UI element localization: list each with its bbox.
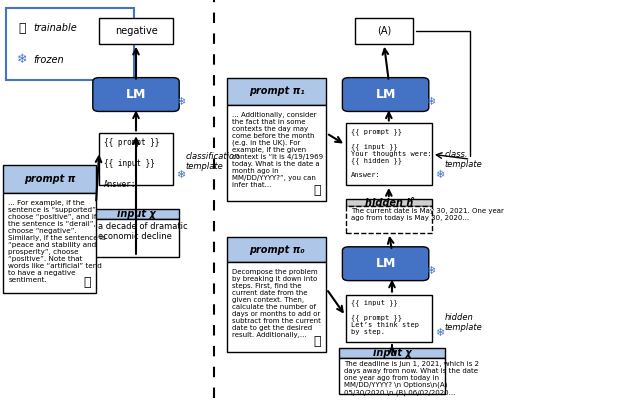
Text: trainable: trainable xyxy=(33,23,77,33)
Text: prompt π₀: prompt π₀ xyxy=(249,244,305,255)
Text: LM: LM xyxy=(126,88,146,101)
FancyBboxPatch shape xyxy=(346,295,432,342)
Text: ❄: ❄ xyxy=(176,170,186,180)
FancyBboxPatch shape xyxy=(227,262,326,352)
Text: (A): (A) xyxy=(377,26,391,36)
FancyBboxPatch shape xyxy=(346,123,432,185)
Text: The current date is May 30, 2021. One year
ago from today is May 30, 2020...: The current date is May 30, 2021. One ye… xyxy=(351,208,504,221)
Text: hidden
template: hidden template xyxy=(445,313,483,332)
Text: prompt π: prompt π xyxy=(24,174,76,184)
Text: ... Additionally, consider
the fact that in some
contexts the day may
come befor: ... Additionally, consider the fact that… xyxy=(232,112,323,188)
Text: input χ: input χ xyxy=(372,348,412,358)
Text: ❄: ❄ xyxy=(435,328,445,338)
FancyBboxPatch shape xyxy=(93,209,179,219)
FancyBboxPatch shape xyxy=(93,78,179,112)
FancyBboxPatch shape xyxy=(3,165,96,193)
Text: ❄: ❄ xyxy=(426,267,435,276)
FancyBboxPatch shape xyxy=(227,78,326,105)
FancyBboxPatch shape xyxy=(339,348,445,358)
Text: ❄: ❄ xyxy=(426,97,435,107)
FancyBboxPatch shape xyxy=(342,247,429,281)
FancyBboxPatch shape xyxy=(342,78,429,112)
Text: frozen: frozen xyxy=(33,55,64,65)
Text: 🔥: 🔥 xyxy=(314,184,321,197)
Text: 🔥: 🔥 xyxy=(314,335,321,348)
FancyBboxPatch shape xyxy=(227,105,326,201)
FancyBboxPatch shape xyxy=(355,18,413,44)
Text: {{ prompt }}

{{ input }}

Answer:: {{ prompt }} {{ input }} Answer: xyxy=(104,138,160,189)
Text: prompt π₁: prompt π₁ xyxy=(249,86,305,96)
Text: The deadline is Jun 1, 2021, which is 2
days away from now. What is the date
one: The deadline is Jun 1, 2021, which is 2 … xyxy=(344,361,479,396)
Text: 🔥: 🔥 xyxy=(83,276,91,288)
Text: classification
template: classification template xyxy=(186,152,240,171)
FancyBboxPatch shape xyxy=(93,219,179,257)
Text: Decompose the problem
by breaking it down into
steps. First, find the
current da: Decompose the problem by breaking it dow… xyxy=(232,269,321,338)
Text: a decade of dramatic
economic decline: a decade of dramatic economic decline xyxy=(98,222,188,242)
Text: ... For example, if the
sentence is “supported”,
choose “positive”, and if
the s: ... For example, if the sentence is “sup… xyxy=(8,200,106,283)
Text: ❄: ❄ xyxy=(176,97,186,107)
FancyBboxPatch shape xyxy=(6,8,134,80)
Text: ❄: ❄ xyxy=(17,53,28,66)
Text: LM: LM xyxy=(376,257,396,270)
Text: LM: LM xyxy=(376,88,396,101)
Text: {{ prompt }}

{{ input }}
Your thoughts were:
{{ hidden }}

Answer:: {{ prompt }} {{ input }} Your thoughts w… xyxy=(351,128,431,179)
Text: negative: negative xyxy=(115,26,157,36)
Text: 🔥: 🔥 xyxy=(19,21,26,34)
FancyBboxPatch shape xyxy=(3,193,96,292)
FancyBboxPatch shape xyxy=(346,199,432,206)
FancyBboxPatch shape xyxy=(99,18,173,44)
FancyBboxPatch shape xyxy=(346,206,432,233)
Text: ❄: ❄ xyxy=(435,170,445,180)
Text: {{ input }}

{{ prompt }}
Let’s think step
by step.: {{ input }} {{ prompt }} Let’s think ste… xyxy=(351,299,419,335)
FancyBboxPatch shape xyxy=(99,133,173,185)
Text: hidden ĥ: hidden ĥ xyxy=(365,198,413,208)
FancyBboxPatch shape xyxy=(227,237,326,262)
Text: class.
template: class. template xyxy=(445,149,483,169)
FancyBboxPatch shape xyxy=(339,358,445,394)
Text: input χ: input χ xyxy=(116,209,156,219)
